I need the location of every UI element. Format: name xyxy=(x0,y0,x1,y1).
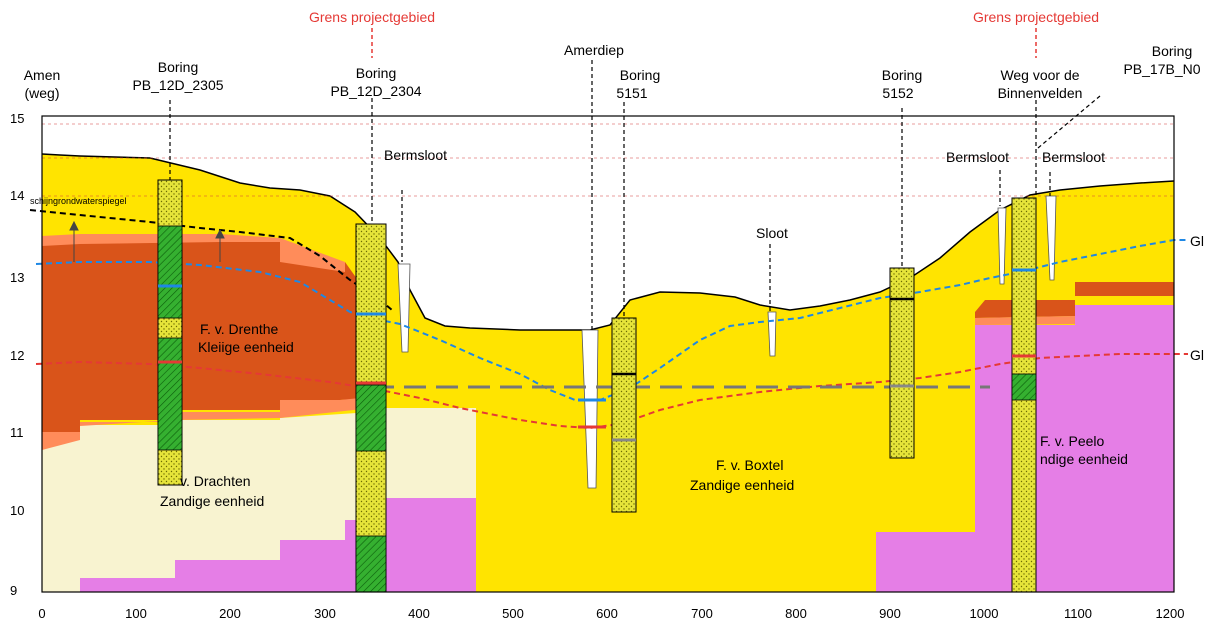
sloot-channel xyxy=(767,311,777,357)
peelo-label: F. v. Peelo xyxy=(1040,433,1105,449)
x-tick: 800 xyxy=(785,606,807,621)
drenthe-rim xyxy=(42,234,345,272)
x-tick: 700 xyxy=(691,606,713,621)
bermsloot-right-2 xyxy=(1045,195,1057,281)
boring-2305-id: PB_12D_2305 xyxy=(132,77,223,93)
boring-pb12d2304 xyxy=(355,223,387,593)
amerdiep-label: Amerdiep xyxy=(564,42,624,58)
gl-label-red: Gl xyxy=(1190,347,1204,363)
inner-labels: Bermsloot Bermsloot Bermsloot Sloot schi… xyxy=(30,147,1204,509)
weg-label-2: Binnenvelden xyxy=(998,85,1083,101)
boring-2304-id: PB_12D_2304 xyxy=(330,83,421,99)
weg-label: Weg voor de xyxy=(1000,67,1079,83)
boxtel-label-2: Zandige eenheid xyxy=(690,477,794,493)
y-tick: 11 xyxy=(10,425,24,440)
boring-pb17bn0 xyxy=(1011,197,1037,593)
boring-5152 xyxy=(889,267,915,459)
x-axis: 0 100 200 300 400 500 600 700 800 900 10… xyxy=(38,606,1184,621)
boxtel-label: F. v. Boxtel xyxy=(716,457,783,473)
bermsloot-label-right-2: Bermsloot xyxy=(1042,149,1105,165)
ditches xyxy=(397,195,1057,489)
x-tick: 0 xyxy=(38,606,45,621)
y-axis: 15 14 13 12 11 10 9 xyxy=(10,111,24,598)
amen-label: Amen xyxy=(24,67,61,83)
boring-5151-label: Boring xyxy=(620,67,660,83)
x-tick: 100 xyxy=(125,606,147,621)
x-tick: 200 xyxy=(219,606,241,621)
ground-surface-line xyxy=(41,153,1175,331)
x-tick: 500 xyxy=(502,606,524,621)
drenthe-label: F. v. Drenthe xyxy=(200,321,279,337)
boring-5152-id: 5152 xyxy=(882,85,913,101)
bermsloot-left xyxy=(397,263,411,353)
amerdiep-channel xyxy=(581,329,599,489)
x-tick: 1100 xyxy=(1064,606,1092,621)
drachten-label: v. Drachten xyxy=(180,473,251,489)
grens-label-left: Grens projectgebied xyxy=(309,9,435,25)
x-tick: 1000 xyxy=(970,606,999,621)
drenthe-clay-layer xyxy=(42,240,372,432)
y-tick: 9 xyxy=(10,583,17,598)
top-labels: Grens projectgebied Grens projectgebied … xyxy=(24,9,1201,101)
peelo-label-2: ndige eenheid xyxy=(1040,451,1128,467)
boring-pb12d2305 xyxy=(157,179,183,486)
boring-17b-label: Boring xyxy=(1152,43,1192,59)
boundary-markers xyxy=(371,28,1037,58)
y-tick: 10 xyxy=(10,503,24,518)
boring-5151 xyxy=(578,317,637,513)
x-tick: 400 xyxy=(408,606,430,621)
y-tick: 12 xyxy=(10,348,24,363)
amen-label-2: (weg) xyxy=(24,85,59,101)
perched-water-label: schijngrondwaterspiegel xyxy=(30,196,127,206)
perched-arrows xyxy=(69,220,225,262)
grid-lines xyxy=(42,123,1174,197)
x-tick: 900 xyxy=(879,606,901,621)
drenthe-rim-bottom xyxy=(42,398,372,450)
bermsloot-label-right-1: Bermsloot xyxy=(946,149,1009,165)
y-tick: 13 xyxy=(10,270,24,285)
boring-2304-label: Boring xyxy=(356,65,396,81)
bermsloot-label-left: Bermsloot xyxy=(384,147,447,163)
boring-17b-id: PB_17B_N0 xyxy=(1123,61,1200,77)
plot-border xyxy=(41,115,1175,593)
sloot-label: Sloot xyxy=(756,225,788,241)
drachten-label-2: Zandige eenheid xyxy=(160,493,264,509)
x-tick: 600 xyxy=(596,606,618,621)
piezometric-line xyxy=(35,353,1188,430)
gl-label-blue: Gl xyxy=(1190,233,1204,249)
boring-2305-label: Boring xyxy=(158,59,198,75)
x-tick: 300 xyxy=(314,606,336,621)
bermsloot-right-1 xyxy=(997,207,1007,285)
y-tick: 14 xyxy=(10,188,24,203)
x-tick: 1200 xyxy=(1156,606,1185,621)
grens-label-right: Grens projectgebied xyxy=(973,9,1099,25)
boring-5152-label: Boring xyxy=(882,67,922,83)
boring-5151-id: 5151 xyxy=(616,85,647,101)
drenthe-label-2: Kleiige eenheid xyxy=(198,339,294,355)
y-tick: 15 xyxy=(10,111,24,126)
